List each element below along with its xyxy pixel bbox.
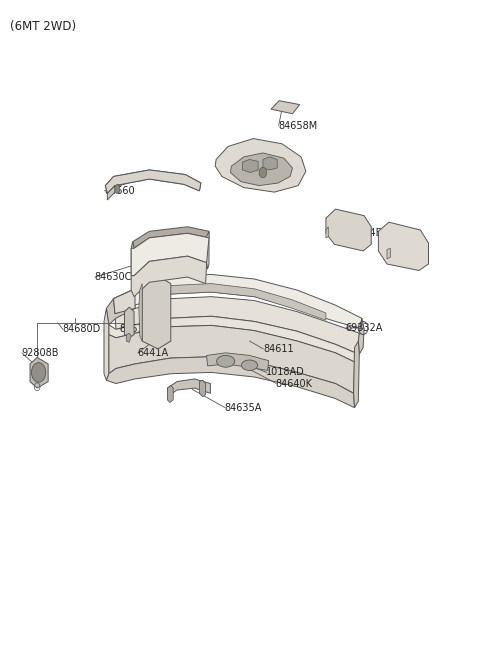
Polygon shape bbox=[168, 386, 173, 403]
Polygon shape bbox=[106, 170, 201, 194]
Circle shape bbox=[259, 167, 267, 178]
Polygon shape bbox=[215, 138, 306, 192]
Text: 84650D: 84650D bbox=[266, 166, 305, 176]
Polygon shape bbox=[132, 227, 209, 249]
Polygon shape bbox=[115, 184, 120, 194]
Ellipse shape bbox=[216, 356, 235, 367]
Polygon shape bbox=[263, 157, 277, 170]
Polygon shape bbox=[378, 222, 429, 270]
Polygon shape bbox=[115, 297, 360, 354]
Polygon shape bbox=[271, 100, 300, 113]
Polygon shape bbox=[168, 379, 210, 396]
Text: 84660: 84660 bbox=[104, 186, 134, 196]
Polygon shape bbox=[230, 153, 292, 186]
Polygon shape bbox=[114, 274, 364, 329]
Circle shape bbox=[32, 363, 46, 382]
Polygon shape bbox=[387, 249, 390, 258]
Polygon shape bbox=[109, 325, 355, 394]
Text: 69332A: 69332A bbox=[345, 323, 383, 333]
Polygon shape bbox=[242, 159, 258, 173]
Text: 84630C: 84630C bbox=[95, 272, 132, 282]
Polygon shape bbox=[326, 209, 371, 251]
Polygon shape bbox=[124, 307, 134, 338]
Polygon shape bbox=[131, 242, 134, 281]
Polygon shape bbox=[149, 283, 326, 320]
Text: 84615B: 84615B bbox=[393, 253, 430, 262]
Polygon shape bbox=[108, 186, 115, 200]
Text: 92808B: 92808B bbox=[22, 348, 59, 358]
Polygon shape bbox=[199, 380, 205, 397]
Polygon shape bbox=[30, 358, 48, 388]
Text: 84635A: 84635A bbox=[225, 403, 262, 413]
Polygon shape bbox=[106, 170, 201, 194]
Polygon shape bbox=[326, 227, 328, 238]
Polygon shape bbox=[131, 234, 209, 276]
Polygon shape bbox=[131, 256, 206, 297]
Text: 84611: 84611 bbox=[263, 344, 294, 354]
Polygon shape bbox=[107, 357, 355, 407]
Polygon shape bbox=[206, 232, 209, 269]
Polygon shape bbox=[354, 341, 360, 407]
Text: 6441A: 6441A bbox=[137, 348, 168, 358]
Text: 84680D: 84680D bbox=[62, 324, 101, 335]
Text: 84614B: 84614B bbox=[345, 228, 383, 238]
Polygon shape bbox=[109, 316, 359, 362]
Polygon shape bbox=[114, 289, 135, 314]
Text: 84619: 84619 bbox=[120, 324, 150, 335]
Text: (6MT 2WD): (6MT 2WD) bbox=[10, 20, 76, 33]
Text: 84640K: 84640K bbox=[276, 379, 313, 388]
Polygon shape bbox=[107, 289, 135, 325]
Ellipse shape bbox=[241, 360, 258, 371]
Text: 84658M: 84658M bbox=[278, 121, 317, 131]
Polygon shape bbox=[139, 283, 142, 341]
Polygon shape bbox=[104, 308, 109, 380]
Polygon shape bbox=[142, 274, 171, 349]
Polygon shape bbox=[126, 333, 131, 342]
Text: 1018AD: 1018AD bbox=[266, 367, 305, 377]
Polygon shape bbox=[206, 353, 269, 371]
Polygon shape bbox=[359, 318, 364, 354]
